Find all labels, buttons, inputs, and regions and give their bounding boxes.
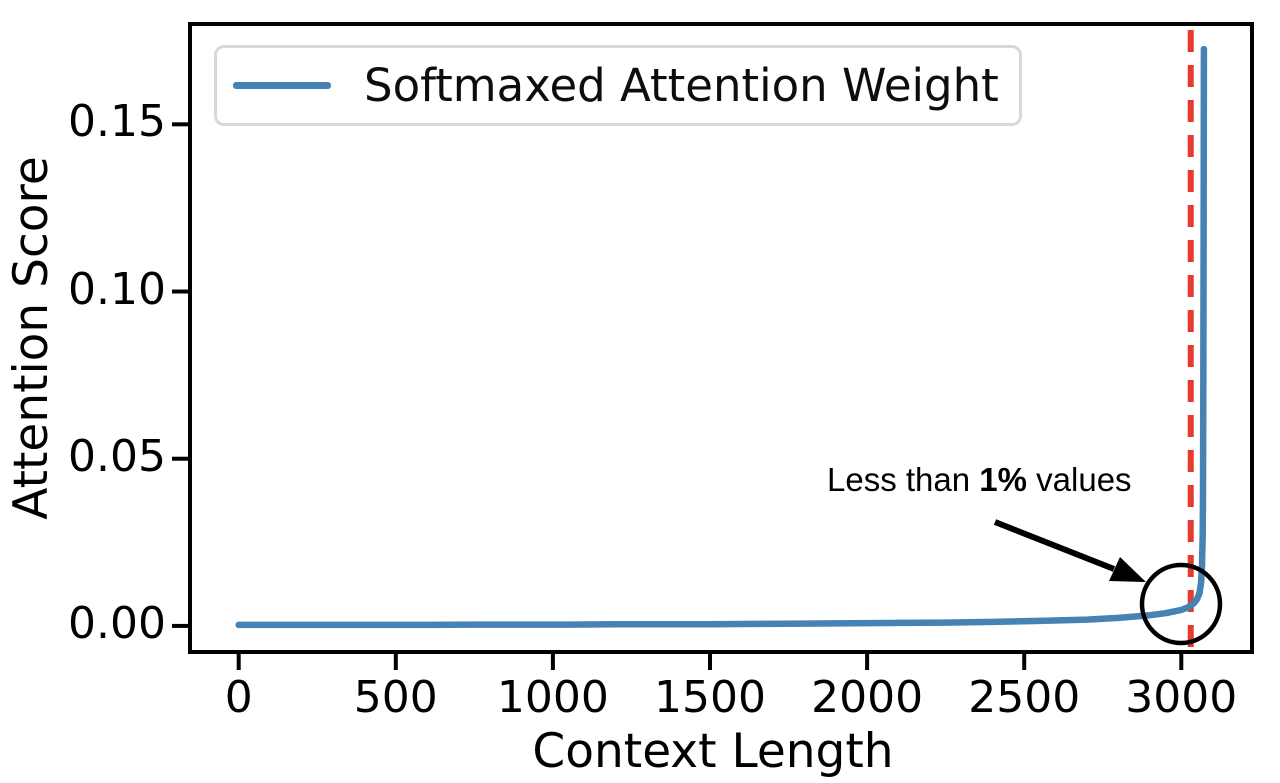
legend-line-swatch [233, 82, 331, 89]
x-tick-label: 3000 [1125, 672, 1238, 723]
annotation-text-pre: Less than [827, 461, 980, 498]
y-tick-label: 0.05 [68, 430, 166, 482]
annotation-text-bold: 1% [979, 461, 1027, 498]
x-tick-label: 500 [353, 672, 438, 723]
annotation-circle [1139, 562, 1223, 646]
x-axis-label: Context Length [532, 724, 894, 779]
plot-border [188, 22, 1254, 654]
x-tick-label: 1500 [654, 672, 766, 723]
legend: Softmaxed Attention Weight [214, 45, 1022, 126]
annotation-text: Less than 1% values [827, 461, 1132, 499]
annotation-arrow-shaft [993, 519, 1116, 572]
x-tick-label: 1000 [496, 672, 609, 723]
x-tick-label: 2000 [811, 672, 924, 723]
attention-curve [235, 45, 1208, 629]
y-tick-label: 0.15 [68, 96, 166, 148]
x-tick-label: 0 [224, 672, 253, 723]
y-axis-label: Attention Score [4, 156, 60, 520]
y-tick-label: 0.00 [68, 597, 166, 649]
annotation-arrow-head [1109, 557, 1146, 582]
x-tick-label: 2500 [968, 672, 1081, 723]
y-tick-label: 0.10 [68, 263, 166, 315]
legend-label: Softmaxed Attention Weight [364, 59, 999, 112]
annotation-text-post: values [1026, 461, 1132, 498]
